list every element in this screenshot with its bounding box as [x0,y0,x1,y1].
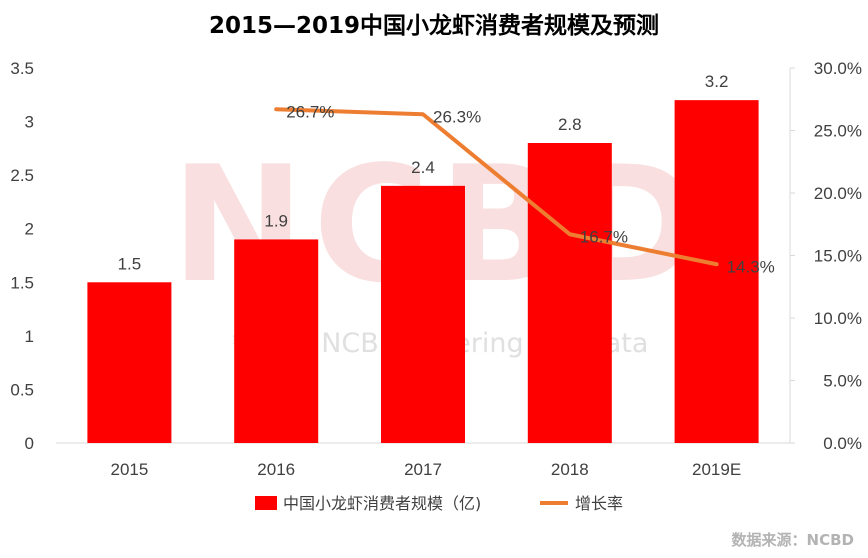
bar-value-label: 1.5 [118,254,142,273]
y-left-tick-label: 0.5 [10,380,34,399]
bar-value-label: 1.9 [264,211,288,230]
legend-swatch-bar [255,496,277,510]
growth-line [274,107,719,267]
line-value-label: 26.3% [433,107,481,126]
bar [674,100,759,444]
y-right-tick-label: 20.0% [814,184,862,203]
bar-value-label: 2.8 [558,115,582,134]
line-value-label: 26.7% [286,102,334,121]
y-left-tick-label: 1.5 [10,273,34,292]
line-series [274,107,719,267]
y-right-tick-label: 25.0% [814,122,862,141]
chart-title: 2015—2019中国小龙虾消费者规模及预测 [208,13,660,39]
legend-label-line: 增长率 [575,494,623,513]
bar-value-label: 2.4 [411,158,435,177]
x-tick-label: 2016 [257,460,295,479]
x-tick-label: 2019E [692,460,741,479]
legend-label-bar: 中国小龙虾消费者规模（亿) [283,494,481,513]
source-note: 数据来源：NCBD [731,531,854,549]
y-right-tick-label: 15.0% [814,247,862,266]
y-right-tick-label: 10.0% [814,309,862,328]
legend: 中国小龙虾消费者规模（亿) 增长率 [255,494,623,513]
x-tick-label: 2017 [404,460,442,479]
axes: 0 0.5 1 1.5 2 2.5 3 3.5 0.0% 5.0% 10.0% 15.0% 20.0% 2… [10,59,862,479]
bar-series [87,100,759,444]
x-tick-label: 2018 [551,460,589,479]
y-left-tick-label: 2 [25,220,34,239]
y-right-tick-label: 5.0% [823,372,862,391]
y-left-tick-label: 0 [25,434,34,453]
bar [234,239,319,443]
bar [527,143,612,443]
y-right-tick-label: 0.0% [823,434,862,453]
data-labels: 1.5 1.9 2.4 2.8 3.2 26.7% 26.3% 16.7% 14.3% [118,72,775,276]
y-left-tick-label: 3.5 [10,59,34,78]
line-value-label: 16.7% [580,227,628,246]
y-right-tick-label: 30.0% [814,59,862,78]
y-left-tick-label: 3 [25,113,34,132]
bar [381,185,465,443]
y-left-tick-label: 1 [25,327,34,346]
bar [87,282,172,443]
bar-value-label: 3.2 [705,72,729,91]
line-value-label: 14.3% [727,257,775,276]
y-left-tick-label: 2.5 [10,166,34,185]
x-tick-label: 2015 [110,460,148,479]
